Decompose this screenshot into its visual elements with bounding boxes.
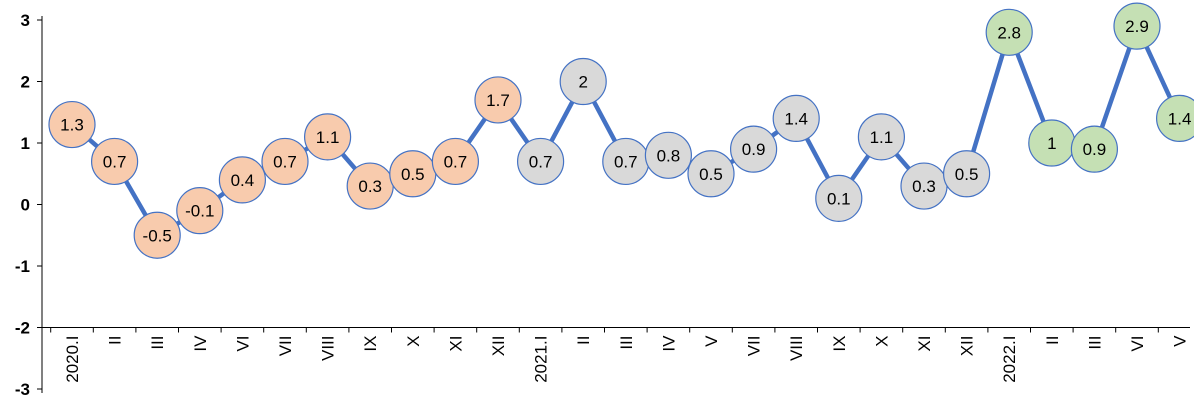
x-tick-label: IV xyxy=(659,335,678,352)
x-tick-label: VI xyxy=(233,336,252,352)
data-label: 2.8 xyxy=(997,23,1021,42)
data-label: 1.4 xyxy=(784,109,808,128)
x-tick-label: VII xyxy=(745,336,764,357)
data-label: 0.4 xyxy=(231,171,255,190)
data-label: 0.7 xyxy=(103,152,127,171)
y-tick-label: 0 xyxy=(21,196,30,215)
data-label: 1 xyxy=(1047,134,1056,153)
x-tick-label: 2021.I xyxy=(532,336,551,383)
x-tick-label: VIII xyxy=(319,336,338,362)
data-label: 2 xyxy=(578,73,587,92)
data-label: 0.3 xyxy=(358,177,382,196)
y-tick-label: -1 xyxy=(15,257,30,276)
x-tick-label: XI xyxy=(915,336,934,352)
x-tick-label: II xyxy=(106,336,125,345)
y-tick-label: -3 xyxy=(15,380,30,399)
data-label: 0.5 xyxy=(699,165,723,184)
data-label: 0.5 xyxy=(401,165,425,184)
x-tick-label: V xyxy=(702,335,721,347)
y-tick-label: 2 xyxy=(21,73,30,92)
data-label: 1.4 xyxy=(1168,109,1192,128)
data-label: 0.9 xyxy=(742,140,766,159)
data-label: 0.8 xyxy=(657,146,681,165)
x-tick-label: II xyxy=(1043,336,1062,345)
y-tick-label: -2 xyxy=(15,319,30,338)
x-tick-label: 2020.I xyxy=(63,336,82,383)
x-tick-label: 2022.I xyxy=(1000,335,1019,382)
data-label: 0.7 xyxy=(273,152,297,171)
series-line xyxy=(72,26,1180,235)
data-label: 0.5 xyxy=(955,165,979,184)
data-label: 1.1 xyxy=(316,128,340,147)
data-label: 1.3 xyxy=(60,116,84,135)
x-tick-label: IX xyxy=(361,336,380,352)
x-tick-label: III xyxy=(1085,336,1104,350)
x-tick-label: IV xyxy=(191,335,210,352)
x-tick-label: VII xyxy=(276,336,295,357)
x-tick-label: III xyxy=(148,336,167,350)
x-tick-label: III xyxy=(617,336,636,350)
x-tick-label: VI xyxy=(1128,336,1147,352)
data-label: 0.7 xyxy=(614,152,638,171)
x-tick-label: VIII xyxy=(787,336,806,362)
data-label: 0.1 xyxy=(827,189,851,208)
x-tick-label: XII xyxy=(489,336,508,357)
x-tick-label: X xyxy=(404,336,423,347)
data-label: 0.7 xyxy=(444,152,468,171)
data-label: 1.1 xyxy=(870,128,894,147)
data-label: 2.9 xyxy=(1125,17,1149,36)
data-label: 0.9 xyxy=(1083,140,1107,159)
data-label: -0.1 xyxy=(185,202,214,221)
data-label: 1.7 xyxy=(486,91,510,110)
data-label: -0.5 xyxy=(143,226,172,245)
data-label: 0.3 xyxy=(912,177,936,196)
x-tick-label: II xyxy=(574,336,593,345)
y-tick-label: 1 xyxy=(21,134,30,153)
y-tick-label: 3 xyxy=(21,11,30,30)
series-line-path xyxy=(72,26,1180,235)
markers: 1.3 0.7 -0.5 -0.1 0.4 0.7 1.1 0.3 0.5 0.7 1.7 0.7 2 0… xyxy=(49,3,1194,258)
x-tick-label: X xyxy=(872,336,891,347)
x-tick-label: V xyxy=(1171,335,1190,347)
data-label: 0.7 xyxy=(529,152,553,171)
x-tick-label: IX xyxy=(830,336,849,352)
x-tick-label: XI xyxy=(446,336,465,352)
x-tick-label: XII xyxy=(958,336,977,357)
